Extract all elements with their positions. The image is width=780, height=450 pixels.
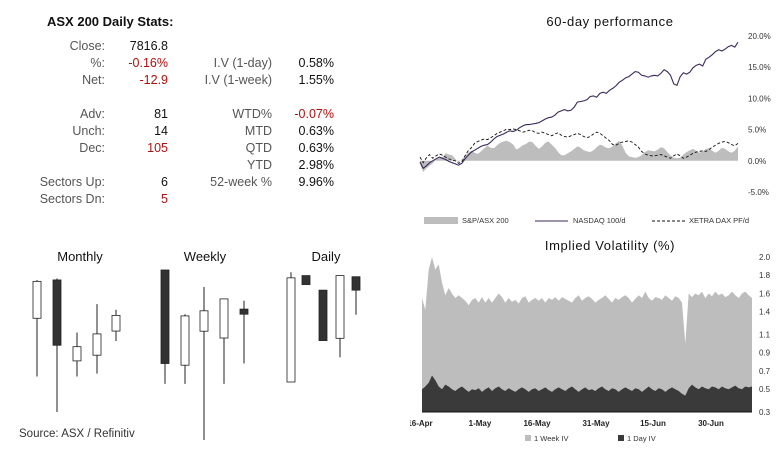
series-1day-iv-area bbox=[422, 375, 752, 412]
y-tick-label: 0.7 bbox=[759, 367, 771, 376]
stat-label: YTD bbox=[247, 158, 272, 172]
candle-body bbox=[72, 346, 82, 362]
candle-body bbox=[92, 333, 102, 356]
series-asx200-area bbox=[420, 140, 738, 172]
candle-body bbox=[32, 280, 42, 319]
candle-body bbox=[160, 269, 170, 364]
legend-swatch-asx200 bbox=[424, 217, 458, 224]
candle-body bbox=[301, 275, 311, 285]
stat-value: 6 bbox=[161, 175, 168, 189]
series-1week-iv-area bbox=[422, 257, 752, 412]
stat-label: I.V (1-day) bbox=[213, 56, 272, 70]
stat-label: QTD bbox=[245, 141, 272, 155]
stat-value: 81 bbox=[154, 107, 168, 121]
stat-value: 0.58% bbox=[298, 56, 334, 70]
stat-value: 0.63% bbox=[298, 124, 334, 138]
candle-body bbox=[351, 276, 361, 291]
stat-label: WTD% bbox=[232, 107, 272, 121]
legend-label-dax: XETRA DAX PF/d bbox=[689, 216, 749, 225]
source-note: Source: ASX / Refinitiv bbox=[19, 428, 135, 440]
y-tick-label: 15.0% bbox=[748, 63, 771, 72]
stat-label: Sectors Up: bbox=[39, 175, 105, 189]
candle-body bbox=[239, 308, 249, 315]
performance-chart: 20.0% 15.0% 10.0% 5.0% 0.0% -5.0% S&P/ASX 200 N… bbox=[419, 32, 771, 225]
stat-value: 14 bbox=[154, 124, 168, 138]
stat-label: 52-week % bbox=[210, 175, 272, 189]
stat-value: -12.9 bbox=[139, 73, 169, 87]
y-tick-label: 5.0% bbox=[748, 126, 766, 135]
stat-label: Close: bbox=[69, 39, 105, 53]
stat-value: 5 bbox=[161, 192, 168, 206]
stat-label: Adv: bbox=[79, 107, 105, 121]
y-tick-label: 10.0% bbox=[748, 94, 771, 103]
stat-value: -0.07% bbox=[294, 107, 334, 121]
stat-value: 2.98% bbox=[298, 158, 334, 172]
x-tick-label: 1-May bbox=[469, 419, 492, 428]
legend-swatch-1day bbox=[618, 435, 624, 441]
y-tick-label: 2.0 bbox=[759, 253, 771, 262]
x-tick-label: 16-May bbox=[523, 419, 551, 428]
candle-charts bbox=[32, 269, 361, 440]
stat-label: Sectors Dn: bbox=[39, 192, 105, 206]
stat-label: Unch: bbox=[72, 124, 105, 138]
y-tick-label: 1.6 bbox=[759, 289, 771, 298]
candle-body bbox=[52, 279, 62, 346]
series-nasdaq-line bbox=[419, 41, 739, 170]
legend-label-asx200: S&P/ASX 200 bbox=[462, 216, 509, 225]
candle-body bbox=[318, 289, 328, 341]
candle-body bbox=[219, 298, 229, 339]
stats-title: ASX 200 Daily Stats: bbox=[47, 14, 174, 29]
y-tick-label: 0.9 bbox=[759, 349, 771, 358]
candle-body bbox=[335, 275, 345, 339]
y-tick-label: 20.0% bbox=[748, 32, 771, 41]
stat-label: Dec: bbox=[79, 141, 105, 155]
daily-candle-title: Daily bbox=[311, 249, 341, 264]
legend-label-1week: 1 Week IV bbox=[534, 434, 568, 443]
stat-label: MTD bbox=[244, 124, 272, 138]
legend-label-nasdaq: NASDAQ 100/d bbox=[573, 216, 626, 225]
stat-value: 0.63% bbox=[298, 141, 334, 155]
y-tick-label: 0.5 bbox=[759, 385, 771, 394]
stat-label: I.V (1-week) bbox=[204, 73, 272, 87]
candle-body bbox=[199, 310, 209, 332]
legend-swatch-1week bbox=[525, 435, 531, 441]
y-tick-label: 0.3 bbox=[759, 408, 771, 417]
stat-value: 105 bbox=[147, 141, 168, 155]
candle-body bbox=[180, 315, 190, 366]
x-tick-label: 16-Apr bbox=[410, 419, 433, 428]
weekly-candle-title: Weekly bbox=[183, 249, 227, 264]
y-tick-label: 1.4 bbox=[759, 308, 771, 317]
x-tick-label: 31-May bbox=[582, 419, 610, 428]
legend-label-1day: 1 Day IV bbox=[627, 434, 656, 443]
x-tick-label: 30-Jun bbox=[698, 419, 724, 428]
stat-value: 7816.8 bbox=[129, 39, 168, 53]
stat-label: Net: bbox=[82, 73, 105, 87]
y-tick-label: 1.8 bbox=[759, 271, 771, 280]
stat-value: 1.55% bbox=[298, 73, 334, 87]
y-tick-label: 1.1 bbox=[759, 331, 771, 340]
candle-body bbox=[111, 315, 121, 332]
monthly-candle-title: Monthly bbox=[57, 249, 103, 264]
y-tick-label: -5.0% bbox=[748, 188, 769, 197]
series-dax-line bbox=[419, 128, 739, 164]
candle-body bbox=[286, 277, 296, 383]
stat-value: 9.96% bbox=[298, 175, 334, 189]
iv-chart-title: Implied Volatility (%) bbox=[544, 238, 676, 253]
iv-chart: 2.0 1.8 1.6 1.4 1.1 0.9 0.7 0.5 0.3 16-Apr 1-May 16… bbox=[410, 253, 771, 443]
y-tick-label: 0.0% bbox=[748, 157, 766, 166]
stat-label: %: bbox=[90, 56, 105, 70]
stat-value: -0.16% bbox=[128, 56, 168, 70]
performance-chart-title: 60-day performance bbox=[546, 14, 674, 29]
x-tick-label: 15-Jun bbox=[640, 419, 666, 428]
